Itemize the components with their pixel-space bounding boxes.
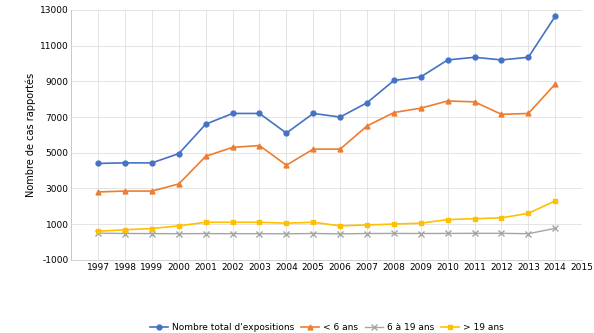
Y-axis label: Nombre de cas rapportés: Nombre de cas rapportés — [25, 73, 36, 197]
Legend: Nombre total d'expositions, < 6 ans, 6 à 19 ans, > 19 ans: Nombre total d'expositions, < 6 ans, 6 à… — [146, 319, 507, 333]
